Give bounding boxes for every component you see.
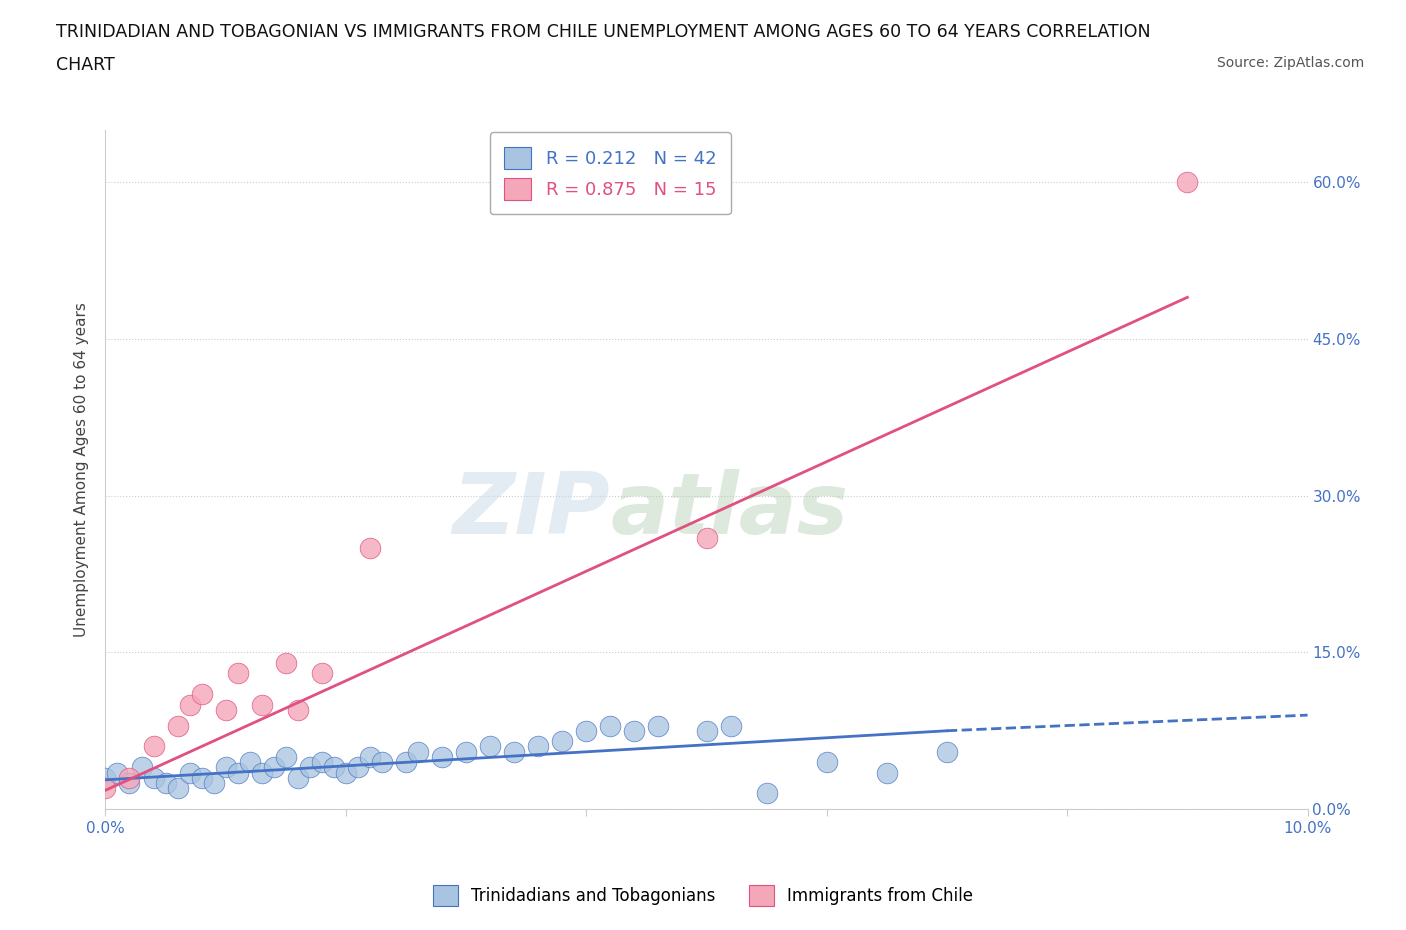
Point [214,702,236,717]
Point [166,718,188,733]
Point [311,754,333,769]
Point [876,765,898,780]
Point [720,718,742,733]
Y-axis label: Unemployment Among Ages 60 to 64 years: Unemployment Among Ages 60 to 64 years [75,302,90,637]
Point [696,724,718,738]
Point [287,770,309,785]
Point [347,760,370,775]
Text: TRINIDADIAN AND TOBAGONIAN VS IMMIGRANTS FROM CHILE UNEMPLOYMENT AMONG AGES 60 T: TRINIDADIAN AND TOBAGONIAN VS IMMIGRANTS… [56,23,1152,41]
Point [226,765,249,780]
Point [179,765,201,780]
Point [359,540,381,555]
Point [202,776,225,790]
Point [107,765,129,780]
Point [527,739,550,754]
Point [298,760,321,775]
Point [131,760,153,775]
Point [263,760,285,775]
Point [274,656,297,671]
Text: Source: ZipAtlas.com: Source: ZipAtlas.com [1216,56,1364,70]
Point [179,698,201,712]
Point [322,760,344,775]
Point [274,750,297,764]
Point [1175,175,1198,190]
Point [551,734,574,749]
Point [936,744,959,759]
Point [755,786,778,801]
Point [118,776,141,790]
Point [359,750,381,764]
Text: atlas: atlas [610,469,848,551]
Point [142,770,165,785]
Point [250,765,273,780]
Point [371,754,394,769]
Point [335,765,357,780]
Point [599,718,621,733]
Point [226,666,249,681]
Legend: Trinidadians and Tobagonians, Immigrants from Chile: Trinidadians and Tobagonians, Immigrants… [426,879,980,912]
Point [395,754,418,769]
Point [430,750,453,764]
Point [166,781,188,796]
Point [647,718,669,733]
Point [696,530,718,545]
Point [94,781,117,796]
Point [190,686,212,701]
Point [239,754,262,769]
Point [250,698,273,712]
Point [406,744,429,759]
Point [503,744,526,759]
Point [311,666,333,681]
Point [575,724,598,738]
Point [287,702,309,717]
Legend: R = 0.212   N = 42, R = 0.875   N = 15: R = 0.212 N = 42, R = 0.875 N = 15 [489,132,731,215]
Point [118,770,141,785]
Point [155,776,177,790]
Point [623,724,645,738]
Point [190,770,212,785]
Point [214,760,236,775]
Text: CHART: CHART [56,56,115,73]
Point [94,770,117,785]
Point [479,739,502,754]
Text: ZIP: ZIP [453,469,610,551]
Point [142,739,165,754]
Point [454,744,477,759]
Point [815,754,838,769]
